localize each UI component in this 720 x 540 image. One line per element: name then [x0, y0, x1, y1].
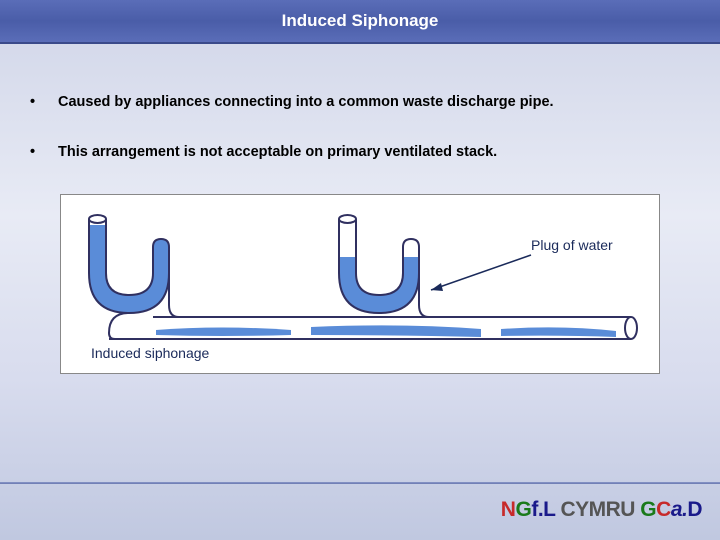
bullet-item: • This arrangement is not acceptable on …: [30, 144, 690, 160]
footer-logo: NGf.L CYMRU GCa.D: [501, 498, 702, 522]
pipe-end: [625, 317, 637, 339]
logo-part: a.: [671, 498, 688, 521]
footer-divider: [0, 482, 720, 484]
plug-arrow-head: [431, 283, 443, 291]
pipe-water-2: [311, 325, 481, 337]
bullet-marker: •: [30, 94, 58, 110]
logo-part: CYMRU: [560, 498, 640, 521]
plug-of-water-label: Plug of water: [531, 237, 613, 253]
bullet-item: • Caused by appliances connecting into a…: [30, 94, 690, 110]
pipe-water-3: [501, 327, 616, 337]
logo-part: C: [656, 498, 671, 521]
siphonage-diagram: Plug of water Induced siphonage: [60, 194, 660, 374]
bullet-marker: •: [30, 144, 58, 160]
bullet-text: This arrangement is not acceptable on pr…: [58, 144, 497, 160]
logo-part: G: [640, 498, 656, 521]
pipe-water-1: [156, 328, 291, 337]
induced-siphonage-label: Induced siphonage: [91, 345, 209, 361]
logo-part: N: [501, 498, 516, 521]
bullet-text: Caused by appliances connecting into a c…: [58, 94, 554, 110]
logo-part: D: [687, 498, 702, 521]
left-trap-opening: [89, 215, 106, 223]
plug-arrow-line: [431, 255, 531, 290]
left-trap-join: [169, 273, 179, 317]
content-area: • Caused by appliances connecting into a…: [0, 44, 720, 374]
slide-title: Induced Siphonage: [282, 11, 439, 31]
right-trap-opening: [339, 215, 356, 223]
left-trap-water: [89, 225, 169, 313]
title-bar: Induced Siphonage: [0, 0, 720, 44]
right-trap-join: [419, 273, 429, 317]
logo-part: L: [543, 498, 560, 521]
logo-part: G: [515, 498, 531, 521]
